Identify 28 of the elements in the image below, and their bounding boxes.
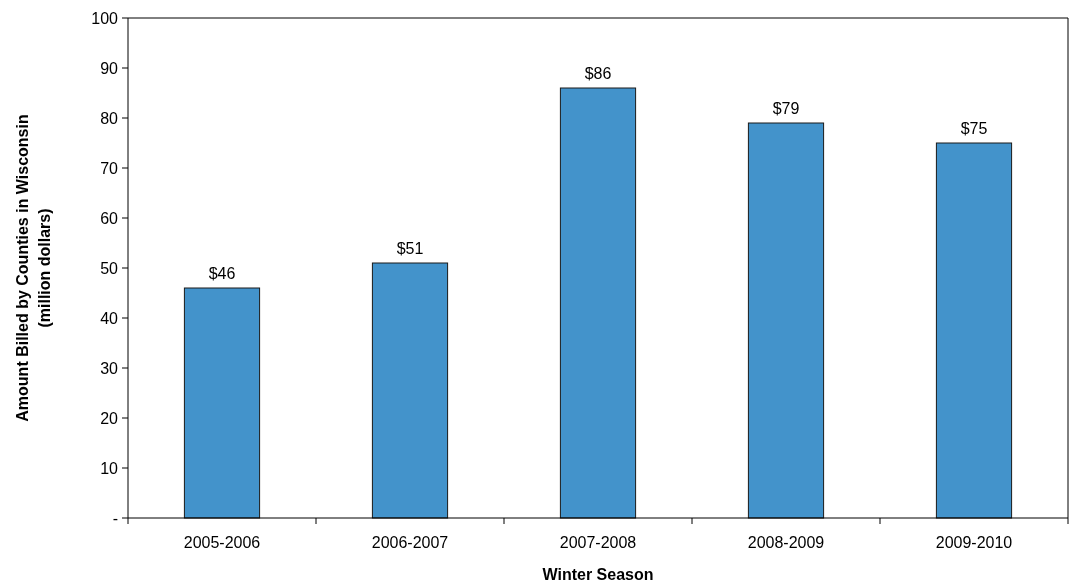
y-tick-label: 40 — [100, 309, 119, 327]
data-label: $86 — [584, 65, 612, 82]
bar — [183, 287, 261, 519]
x-axis-title: Winter Season — [542, 566, 654, 583]
bar — [935, 142, 1013, 519]
x-tick-label: 2007-2008 — [559, 534, 637, 551]
data-label: $46 — [208, 265, 236, 282]
y-tick-label: 10 — [100, 459, 119, 477]
y-tick-label: 50 — [100, 259, 119, 277]
y-tick-label: 70 — [100, 159, 119, 177]
data-label: $79 — [772, 100, 800, 117]
x-tick-label: 2006-2007 — [371, 534, 449, 551]
data-label: $51 — [396, 240, 424, 257]
x-tick-label: 2005-2006 — [183, 534, 261, 551]
y-tick-label: 30 — [100, 359, 119, 377]
y-axis-title: Amount Billed by Counties in Wisconsin (million dollars) — [14, 114, 53, 422]
x-tick-label: 2008-2009 — [747, 534, 825, 551]
y-tick-label: - — [112, 509, 118, 527]
data-label: $75 — [960, 120, 988, 137]
y-tick-label: 100 — [91, 9, 119, 27]
bar — [747, 122, 825, 519]
y-tick-label: 90 — [100, 59, 119, 77]
y-tick-label: 80 — [100, 109, 119, 127]
bar — [371, 262, 449, 519]
y-tick-label: 20 — [100, 409, 119, 427]
y-tick-label: 60 — [100, 209, 119, 227]
bar — [559, 87, 637, 519]
x-tick-label: 2009-2010 — [935, 534, 1013, 551]
